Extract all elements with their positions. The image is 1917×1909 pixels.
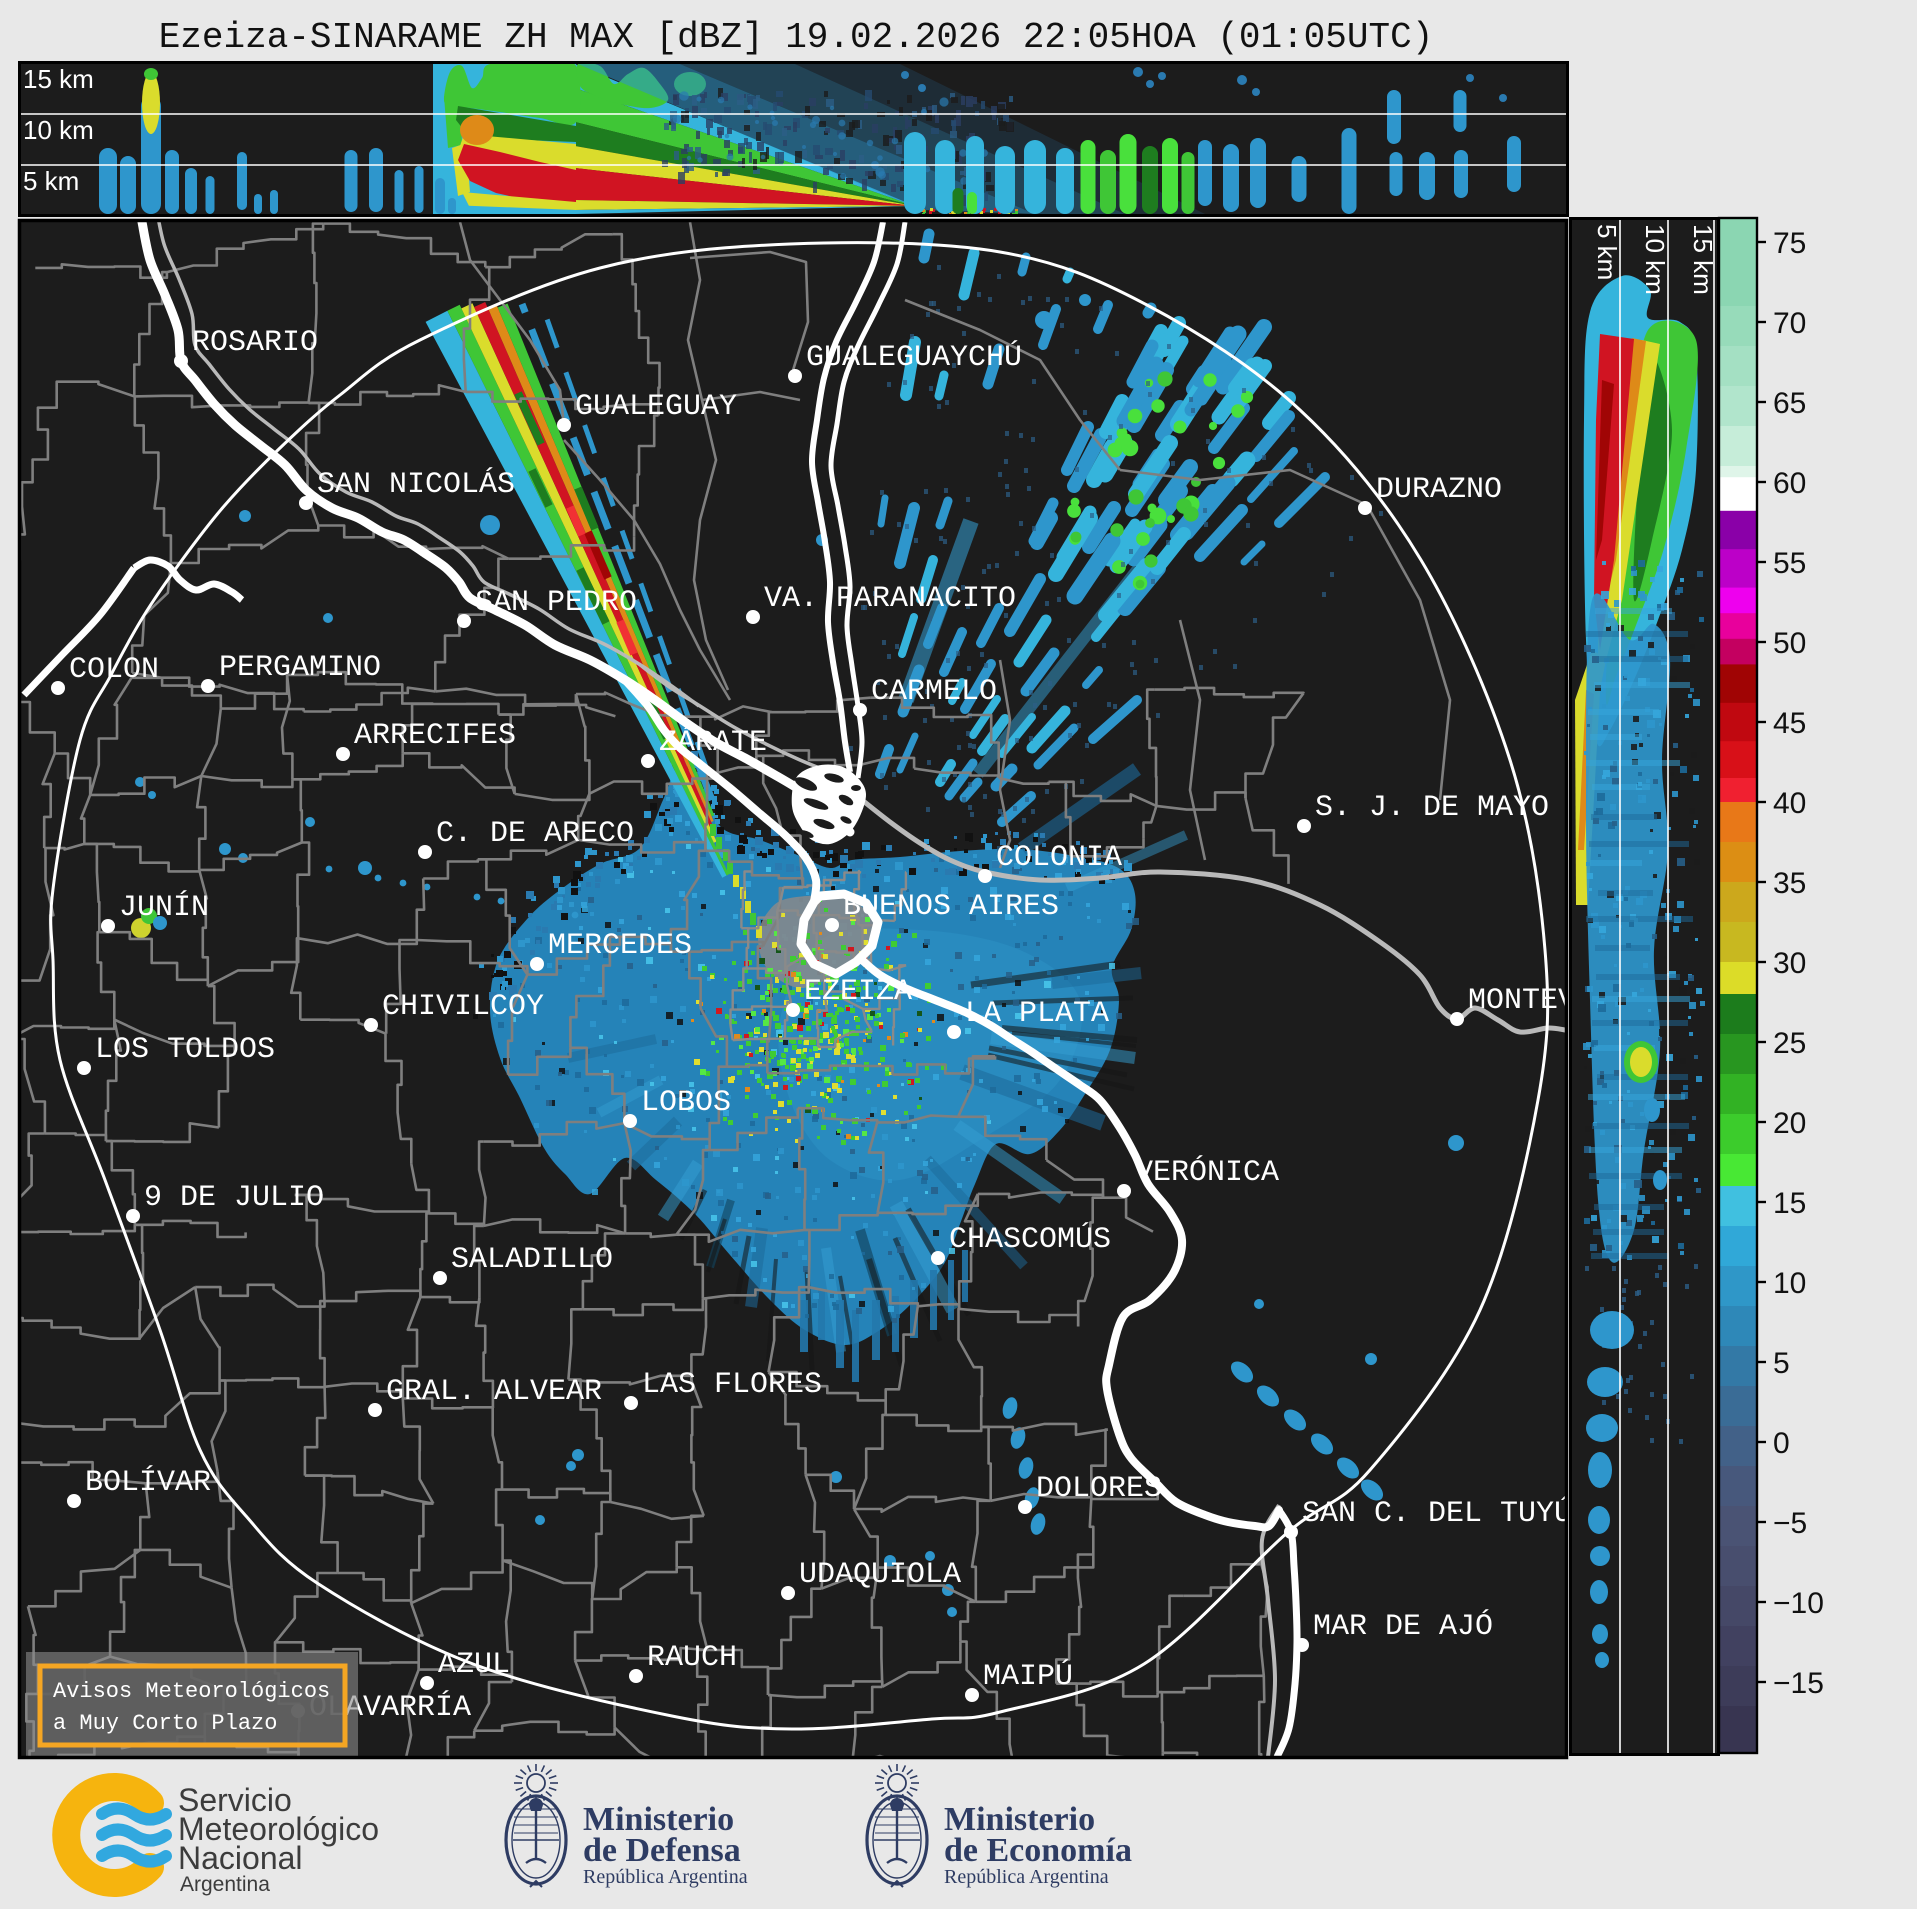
svg-text:15 km: 15 km [23, 64, 94, 94]
svg-text:MONTEVIDEO: MONTEVIDEO [1468, 984, 1648, 1018]
svg-text:PERGAMINO: PERGAMINO [219, 651, 381, 685]
svg-text:de Economía: de Economía [944, 1832, 1132, 1869]
svg-text:AZUL: AZUL [438, 1648, 510, 1682]
svg-text:60: 60 [1773, 467, 1806, 500]
svg-text:República Argentina: República Argentina [944, 1866, 1109, 1888]
svg-text:0: 0 [1773, 1427, 1790, 1460]
svg-text:CHASCOMÚS: CHASCOMÚS [949, 1222, 1111, 1257]
svg-text:5: 5 [1773, 1347, 1790, 1380]
svg-text:20: 20 [1773, 1107, 1806, 1140]
svg-text:5 km: 5 km [1592, 224, 1622, 280]
svg-text:50: 50 [1773, 627, 1806, 660]
svg-text:EZEIZA: EZEIZA [804, 975, 912, 1009]
svg-text:CARMELO: CARMELO [871, 675, 997, 709]
svg-text:65: 65 [1773, 387, 1806, 420]
svg-text:CHIVILCOY: CHIVILCOY [382, 990, 544, 1024]
svg-text:10 km: 10 km [23, 115, 94, 145]
svg-text:República Argentina: República Argentina [583, 1866, 748, 1888]
svg-text:25: 25 [1773, 1027, 1806, 1060]
svg-text:SAN NICOLÁS: SAN NICOLÁS [317, 467, 515, 502]
svg-text:70: 70 [1773, 307, 1806, 340]
svg-text:LAS FLORES: LAS FLORES [642, 1368, 822, 1402]
svg-text:55: 55 [1773, 547, 1806, 580]
svg-text:Ministerio: Ministerio [944, 1801, 1095, 1838]
svg-text:SAN PEDRO: SAN PEDRO [475, 586, 637, 620]
svg-text:−15: −15 [1773, 1667, 1824, 1700]
svg-text:MAIPÚ: MAIPÚ [983, 1659, 1073, 1694]
svg-text:SAN C. DEL TUYÚ: SAN C. DEL TUYÚ [1302, 1496, 1572, 1531]
svg-text:RAUCH: RAUCH [647, 1641, 737, 1675]
svg-text:Ezeiza-SINARAME ZH MAX [dBZ] 1: Ezeiza-SINARAME ZH MAX [dBZ] 19.02.2026 … [159, 17, 1434, 58]
svg-text:15: 15 [1773, 1187, 1806, 1220]
svg-text:10: 10 [1773, 1267, 1806, 1300]
svg-text:BUENOS AIRES: BUENOS AIRES [843, 890, 1059, 924]
svg-text:UDAQUIOLA: UDAQUIOLA [799, 1558, 961, 1592]
svg-text:VERÓNICA: VERÓNICA [1135, 1155, 1279, 1190]
svg-text:Meteorológico: Meteorológico [178, 1811, 379, 1847]
svg-text:ARRECIFES: ARRECIFES [354, 719, 516, 753]
svg-text:VA. PARANACITO: VA. PARANACITO [764, 582, 1016, 616]
svg-text:GUALEGUAYCHÚ: GUALEGUAYCHÚ [806, 340, 1022, 375]
svg-text:BOLÍVAR: BOLÍVAR [85, 1465, 211, 1500]
svg-text:MAR DE AJÓ: MAR DE AJÓ [1313, 1609, 1493, 1644]
svg-text:a Muy Corto Plazo: a Muy Corto Plazo [53, 1711, 277, 1736]
svg-text:JUNÍN: JUNÍN [119, 890, 209, 925]
svg-text:ZÁRATE: ZÁRATE [659, 725, 767, 760]
svg-text:DOLORES: DOLORES [1036, 1472, 1162, 1506]
svg-text:15 km: 15 km [1688, 224, 1718, 295]
svg-text:35: 35 [1773, 867, 1806, 900]
svg-text:30: 30 [1773, 947, 1806, 980]
svg-text:Servicio: Servicio [178, 1782, 292, 1818]
svg-text:MERCEDES: MERCEDES [548, 929, 692, 963]
svg-text:9 DE JULIO: 9 DE JULIO [144, 1181, 324, 1215]
svg-text:GUALEGUAY: GUALEGUAY [575, 390, 737, 424]
svg-text:GRAL. ALVEAR: GRAL. ALVEAR [386, 1375, 602, 1409]
svg-text:de Defensa: de Defensa [583, 1832, 741, 1869]
svg-text:Avisos Meteorológicos: Avisos Meteorológicos [53, 1679, 330, 1704]
svg-text:COLONIA: COLONIA [996, 841, 1122, 875]
svg-text:Nacional: Nacional [178, 1840, 303, 1876]
svg-text:COLON: COLON [69, 653, 159, 687]
svg-text:S. J. DE MAYO: S. J. DE MAYO [1315, 791, 1549, 825]
svg-text:ROSARIO: ROSARIO [192, 326, 318, 360]
svg-text:LA PLATA: LA PLATA [965, 997, 1109, 1031]
svg-text:45: 45 [1773, 707, 1806, 740]
svg-text:75: 75 [1773, 227, 1806, 260]
svg-text:−10: −10 [1773, 1587, 1824, 1620]
svg-text:40: 40 [1773, 787, 1806, 820]
svg-text:DURAZNO: DURAZNO [1376, 473, 1502, 507]
svg-text:C. DE ARECO: C. DE ARECO [436, 817, 634, 851]
svg-text:10 km: 10 km [1640, 224, 1670, 295]
svg-text:LOS TOLDOS: LOS TOLDOS [95, 1033, 275, 1067]
svg-text:SALADILLO: SALADILLO [451, 1243, 613, 1277]
svg-text:5 km: 5 km [23, 166, 79, 196]
svg-text:Ministerio: Ministerio [583, 1801, 734, 1838]
svg-text:Argentina: Argentina [180, 1873, 270, 1896]
svg-text:−5: −5 [1773, 1507, 1807, 1540]
svg-text:LOBOS: LOBOS [641, 1086, 731, 1120]
